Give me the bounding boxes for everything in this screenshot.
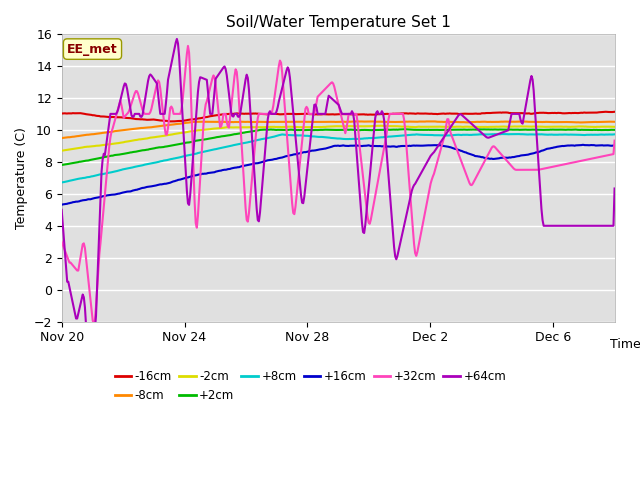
+16cm [58, 202, 65, 208]
+16cm [387, 144, 395, 149]
+64cm [323, 105, 330, 110]
-16cm [611, 109, 618, 115]
-8cm [611, 119, 618, 125]
-2cm [388, 123, 396, 129]
-8cm [321, 119, 328, 125]
+16cm [598, 143, 606, 148]
-2cm [58, 148, 65, 154]
-2cm [324, 124, 332, 130]
Text: EE_met: EE_met [67, 43, 118, 56]
+64cm [359, 229, 367, 235]
-2cm [357, 123, 365, 129]
-16cm [166, 119, 174, 124]
-2cm [611, 124, 618, 130]
+8cm [321, 134, 328, 140]
-8cm [324, 119, 332, 125]
-2cm [377, 123, 385, 129]
-8cm [598, 119, 606, 125]
-8cm [512, 119, 520, 125]
+32cm [513, 167, 521, 173]
-2cm [321, 124, 328, 130]
Line: -16cm: -16cm [61, 112, 614, 121]
+2cm [357, 127, 365, 133]
+2cm [387, 127, 395, 132]
-16cm [598, 109, 606, 115]
+16cm [611, 143, 618, 148]
+16cm [321, 146, 328, 152]
+64cm [326, 94, 333, 100]
+8cm [598, 132, 606, 137]
+64cm [83, 327, 91, 333]
+32cm [326, 81, 333, 87]
-16cm [602, 109, 609, 115]
+2cm [512, 127, 520, 132]
+8cm [357, 136, 365, 142]
-16cm [512, 110, 520, 116]
+32cm [184, 43, 192, 49]
+64cm [600, 223, 607, 228]
+16cm [579, 142, 586, 148]
+2cm [58, 162, 65, 168]
Title: Soil/Water Temperature Set 1: Soil/Water Temperature Set 1 [226, 15, 451, 30]
+8cm [324, 134, 332, 140]
Line: -8cm: -8cm [61, 121, 614, 138]
+32cm [58, 239, 65, 245]
-8cm [58, 135, 65, 141]
Line: +32cm: +32cm [61, 46, 614, 325]
+32cm [323, 85, 330, 91]
+32cm [359, 174, 367, 180]
-16cm [321, 111, 329, 117]
+32cm [600, 153, 607, 159]
-16cm [58, 110, 65, 116]
Legend: -16cm, -8cm, -2cm, +2cm, +8cm, +16cm, +32cm, +64cm: -16cm, -8cm, -2cm, +2cm, +8cm, +16cm, +3… [110, 365, 511, 407]
Y-axis label: Temperature (C): Temperature (C) [15, 127, 28, 229]
+2cm [401, 126, 409, 132]
+2cm [598, 127, 606, 133]
Line: +64cm: +64cm [61, 39, 614, 330]
+32cm [611, 138, 618, 144]
-2cm [598, 124, 606, 130]
Line: +2cm: +2cm [61, 129, 614, 165]
X-axis label: Time: Time [611, 337, 640, 350]
Line: +16cm: +16cm [61, 145, 614, 205]
-16cm [325, 111, 333, 117]
+8cm [58, 180, 65, 185]
+8cm [498, 131, 506, 137]
+8cm [387, 133, 395, 139]
+16cm [357, 143, 365, 149]
Line: -2cm: -2cm [61, 126, 614, 151]
+2cm [321, 127, 328, 132]
+2cm [324, 127, 332, 132]
+64cm [58, 207, 65, 213]
-8cm [388, 119, 396, 125]
+32cm [389, 111, 397, 117]
+16cm [324, 145, 332, 151]
+16cm [511, 154, 518, 160]
+64cm [173, 36, 180, 42]
-2cm [512, 124, 520, 130]
+8cm [611, 132, 618, 137]
+64cm [513, 111, 521, 117]
+64cm [389, 230, 397, 236]
Line: +8cm: +8cm [61, 134, 614, 182]
-16cm [358, 111, 366, 117]
-16cm [388, 111, 396, 117]
+64cm [611, 186, 618, 192]
+2cm [611, 127, 618, 133]
+32cm [90, 322, 98, 328]
-8cm [358, 119, 366, 124]
+8cm [512, 132, 520, 137]
-8cm [354, 119, 362, 124]
